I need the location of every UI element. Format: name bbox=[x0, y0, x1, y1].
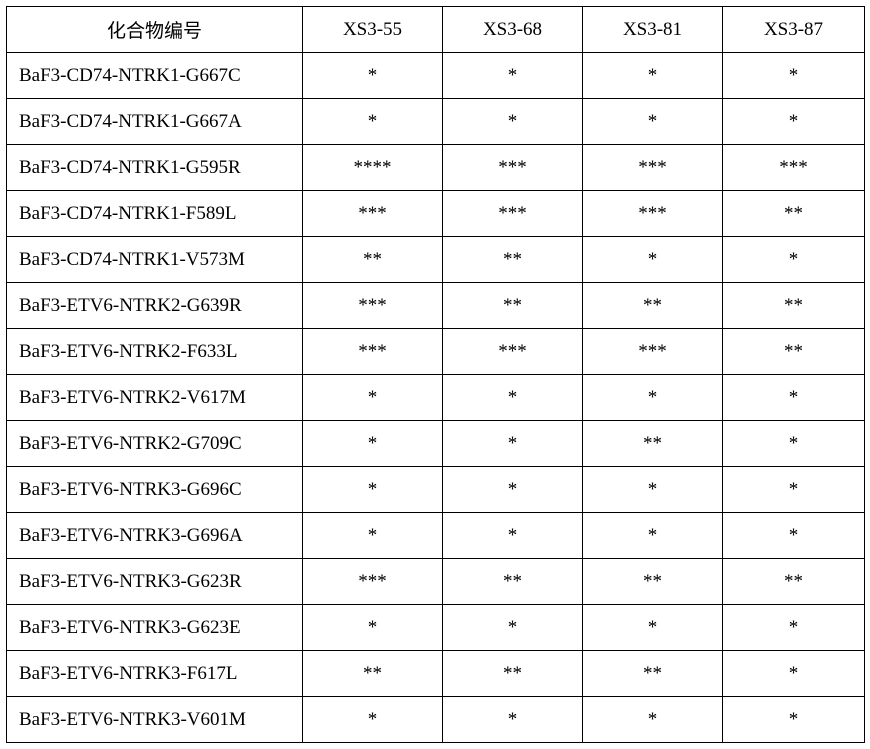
table-row: BaF3-ETV6-NTRK3-V601M**** bbox=[7, 697, 865, 743]
activity-cell: * bbox=[303, 99, 443, 145]
table-row: BaF3-ETV6-NTRK3-G696A**** bbox=[7, 513, 865, 559]
row-label: BaF3-ETV6-NTRK2-V617M bbox=[7, 375, 303, 421]
table-row: BaF3-ETV6-NTRK3-G623R********* bbox=[7, 559, 865, 605]
row-label: BaF3-ETV6-NTRK3-G623R bbox=[7, 559, 303, 605]
activity-cell: * bbox=[583, 53, 723, 99]
activity-cell: ** bbox=[303, 651, 443, 697]
activity-cell: * bbox=[723, 605, 865, 651]
activity-cell: * bbox=[723, 375, 865, 421]
activity-cell: ** bbox=[583, 421, 723, 467]
activity-cell: * bbox=[723, 513, 865, 559]
activity-cell: **** bbox=[303, 145, 443, 191]
activity-cell: * bbox=[583, 513, 723, 559]
row-label: BaF3-ETV6-NTRK3-G696A bbox=[7, 513, 303, 559]
activity-cell: * bbox=[443, 697, 583, 743]
activity-cell: * bbox=[303, 513, 443, 559]
activity-cell: ** bbox=[443, 237, 583, 283]
activity-cell: * bbox=[723, 697, 865, 743]
row-label: BaF3-CD74-NTRK1-G667C bbox=[7, 53, 303, 99]
activity-cell: * bbox=[443, 421, 583, 467]
header-xs3-87: XS3-87 bbox=[723, 7, 865, 53]
row-label: BaF3-ETV6-NTRK2-F633L bbox=[7, 329, 303, 375]
activity-cell: * bbox=[723, 651, 865, 697]
activity-cell: ** bbox=[723, 329, 865, 375]
table-row: BaF3-CD74-NTRK1-V573M****** bbox=[7, 237, 865, 283]
row-label: BaF3-ETV6-NTRK3-G696C bbox=[7, 467, 303, 513]
activity-cell: *** bbox=[723, 145, 865, 191]
table-row: BaF3-ETV6-NTRK2-F633L*********** bbox=[7, 329, 865, 375]
activity-cell: * bbox=[303, 375, 443, 421]
header-xs3-81: XS3-81 bbox=[583, 7, 723, 53]
table-header-row: 化合物编号 XS3-55 XS3-68 XS3-81 XS3-87 bbox=[7, 7, 865, 53]
activity-cell: *** bbox=[443, 329, 583, 375]
activity-cell: * bbox=[583, 375, 723, 421]
activity-cell: ** bbox=[583, 559, 723, 605]
activity-cell: *** bbox=[303, 283, 443, 329]
activity-cell: * bbox=[303, 605, 443, 651]
row-label: BaF3-ETV6-NTRK3-V601M bbox=[7, 697, 303, 743]
activity-cell: * bbox=[583, 237, 723, 283]
activity-cell: * bbox=[443, 605, 583, 651]
table-row: BaF3-CD74-NTRK1-G667C**** bbox=[7, 53, 865, 99]
activity-cell: * bbox=[723, 99, 865, 145]
row-label: BaF3-CD74-NTRK1-G667A bbox=[7, 99, 303, 145]
table-row: BaF3-CD74-NTRK1-G595R************* bbox=[7, 145, 865, 191]
activity-cell: * bbox=[723, 53, 865, 99]
table-row: BaF3-ETV6-NTRK2-G639R********* bbox=[7, 283, 865, 329]
header-compound-id: 化合物编号 bbox=[7, 7, 303, 53]
activity-cell: ** bbox=[443, 559, 583, 605]
table-row: BaF3-ETV6-NTRK3-G623E**** bbox=[7, 605, 865, 651]
row-label: BaF3-ETV6-NTRK2-G639R bbox=[7, 283, 303, 329]
activity-cell: * bbox=[723, 467, 865, 513]
activity-cell: * bbox=[443, 467, 583, 513]
activity-cell: *** bbox=[303, 329, 443, 375]
row-label: BaF3-ETV6-NTRK3-G623E bbox=[7, 605, 303, 651]
compound-activity-table: 化合物编号 XS3-55 XS3-68 XS3-81 XS3-87 BaF3-C… bbox=[6, 6, 865, 743]
activity-cell: ** bbox=[723, 559, 865, 605]
activity-cell: * bbox=[583, 697, 723, 743]
activity-cell: *** bbox=[443, 145, 583, 191]
activity-cell: ** bbox=[443, 283, 583, 329]
table-row: BaF3-ETV6-NTRK3-F617L******* bbox=[7, 651, 865, 697]
activity-cell: * bbox=[723, 237, 865, 283]
activity-cell: * bbox=[723, 421, 865, 467]
table-row: BaF3-CD74-NTRK1-F589L*********** bbox=[7, 191, 865, 237]
activity-cell: ** bbox=[443, 651, 583, 697]
activity-cell: * bbox=[303, 697, 443, 743]
activity-cell: *** bbox=[583, 145, 723, 191]
table-row: BaF3-ETV6-NTRK3-G696C**** bbox=[7, 467, 865, 513]
activity-cell: * bbox=[303, 53, 443, 99]
table-row: BaF3-ETV6-NTRK2-G709C***** bbox=[7, 421, 865, 467]
activity-cell: * bbox=[583, 467, 723, 513]
activity-cell: * bbox=[303, 467, 443, 513]
activity-cell: *** bbox=[303, 559, 443, 605]
activity-cell: *** bbox=[303, 191, 443, 237]
table-row: BaF3-CD74-NTRK1-G667A**** bbox=[7, 99, 865, 145]
row-label: BaF3-CD74-NTRK1-V573M bbox=[7, 237, 303, 283]
activity-cell: ** bbox=[583, 651, 723, 697]
activity-cell: * bbox=[583, 605, 723, 651]
activity-cell: *** bbox=[583, 329, 723, 375]
activity-cell: *** bbox=[443, 191, 583, 237]
activity-cell: *** bbox=[583, 191, 723, 237]
activity-cell: * bbox=[443, 375, 583, 421]
activity-cell: * bbox=[443, 513, 583, 559]
activity-cell: * bbox=[583, 99, 723, 145]
activity-cell: ** bbox=[723, 283, 865, 329]
row-label: BaF3-ETV6-NTRK3-F617L bbox=[7, 651, 303, 697]
row-label: BaF3-ETV6-NTRK2-G709C bbox=[7, 421, 303, 467]
activity-cell: ** bbox=[303, 237, 443, 283]
activity-cell: ** bbox=[583, 283, 723, 329]
table-body: BaF3-CD74-NTRK1-G667C****BaF3-CD74-NTRK1… bbox=[7, 53, 865, 743]
header-xs3-55: XS3-55 bbox=[303, 7, 443, 53]
activity-cell: * bbox=[443, 99, 583, 145]
activity-cell: * bbox=[443, 53, 583, 99]
row-label: BaF3-CD74-NTRK1-G595R bbox=[7, 145, 303, 191]
activity-cell: * bbox=[303, 421, 443, 467]
activity-cell: ** bbox=[723, 191, 865, 237]
table-row: BaF3-ETV6-NTRK2-V617M**** bbox=[7, 375, 865, 421]
header-xs3-68: XS3-68 bbox=[443, 7, 583, 53]
row-label: BaF3-CD74-NTRK1-F589L bbox=[7, 191, 303, 237]
